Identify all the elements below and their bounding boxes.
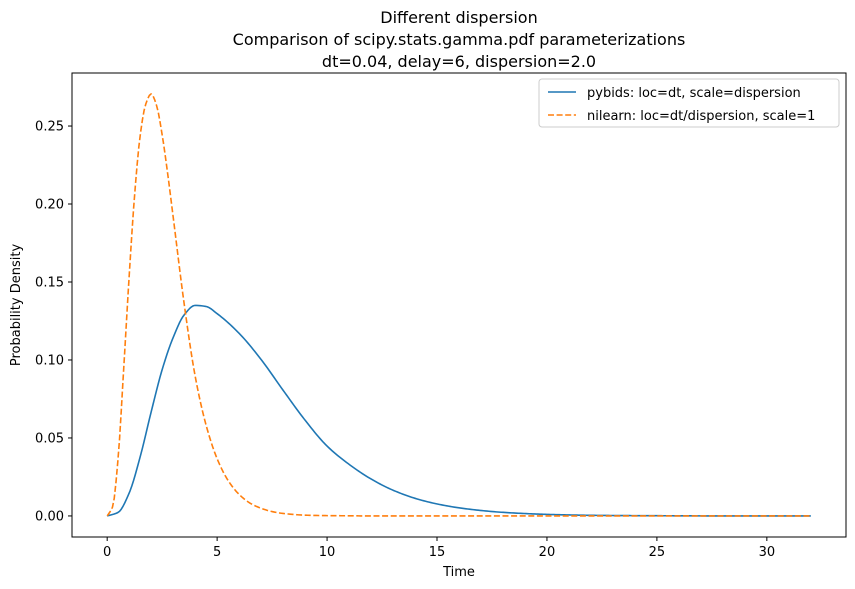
chart-subtitle-line-1: Comparison of scipy.stats.gamma.pdf para… bbox=[233, 30, 686, 49]
plot-frame bbox=[71, 72, 847, 538]
y-axis-ticks: 0.00 0.05 0.10 0.15 0.20 0.25 bbox=[35, 120, 72, 524]
x-tick-label: 0 bbox=[103, 545, 111, 560]
legend-label-pybids: pybids: loc=dt, scale=dispersion bbox=[587, 86, 801, 101]
chart-title: Different dispersion bbox=[380, 8, 537, 27]
y-tick-label: 0.15 bbox=[35, 275, 64, 290]
legend-box bbox=[538, 78, 840, 128]
x-tick-label: 5 bbox=[213, 545, 221, 560]
legend-label-nilearn: nilearn: loc=dt/dispersion, scale=1 bbox=[587, 109, 815, 124]
x-tick-label: 30 bbox=[759, 545, 776, 560]
x-tick-label: 25 bbox=[649, 545, 666, 560]
y-axis-label: Probability Density bbox=[9, 244, 24, 367]
x-axis-label: Time bbox=[442, 565, 475, 580]
x-axis-ticks: 0 5 10 15 20 25 30 bbox=[103, 537, 775, 560]
x-tick-label: 15 bbox=[429, 545, 446, 560]
x-tick-label: 20 bbox=[539, 545, 556, 560]
plot-area bbox=[71, 72, 847, 538]
legend: pybids: loc=dt, scale=dispersion nilearn… bbox=[538, 78, 840, 128]
y-tick-label: 0.05 bbox=[35, 431, 64, 446]
chart-subtitle-line-2: dt=0.04, delay=6, dispersion=2.0 bbox=[322, 52, 596, 71]
y-tick-label: 0.25 bbox=[35, 120, 64, 135]
series-line-nilearn bbox=[106, 93, 811, 517]
x-tick-label: 10 bbox=[319, 545, 336, 560]
y-tick-label: 0.10 bbox=[35, 353, 64, 368]
y-tick-label: 0.00 bbox=[35, 509, 64, 524]
y-tick-label: 0.20 bbox=[35, 198, 64, 213]
series-layer bbox=[106, 93, 811, 517]
